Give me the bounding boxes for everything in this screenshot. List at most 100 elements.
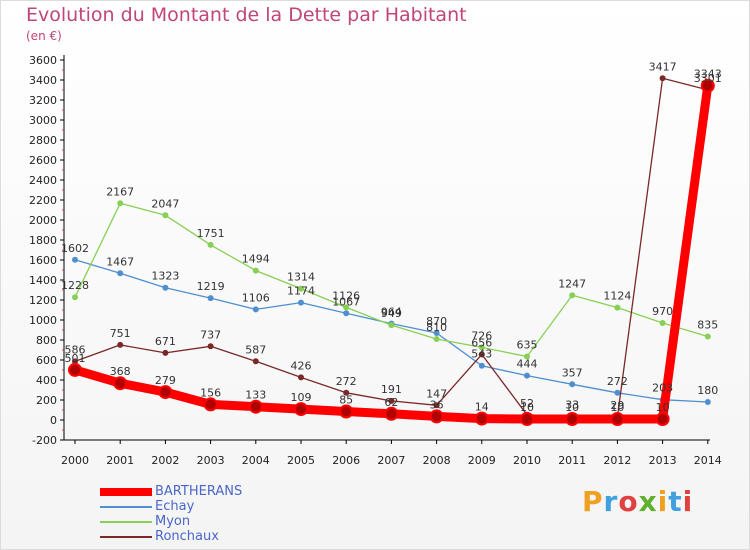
logo-letter: t: [668, 485, 683, 518]
data-label-echay: 1219: [197, 280, 225, 293]
data-point-ronchaux: [659, 75, 666, 82]
data-point-echay: [162, 284, 169, 291]
y-tick-label: -200: [32, 434, 57, 447]
data-label-echay: 1602: [61, 242, 89, 255]
data-point-ronchaux: [207, 343, 214, 350]
data-point-myon: [252, 267, 259, 274]
y-tick-label: 800: [36, 334, 57, 347]
chart-title: Evolution du Montant de la Dette par Hab…: [26, 4, 467, 26]
data-label-bartherans: 10: [610, 401, 624, 414]
legend-swatch-echay: [100, 506, 152, 508]
data-point-ronchaux: [433, 402, 440, 409]
logo-letter: i: [682, 485, 694, 518]
data-label-bartherans: 62: [384, 396, 398, 409]
x-tick-label: 2005: [287, 454, 315, 467]
data-label-ronchaux: 33: [565, 399, 579, 412]
data-label-ronchaux: 191: [381, 383, 402, 396]
data-point-myon: [72, 294, 78, 301]
data-label-echay: 1106: [242, 291, 270, 304]
data-label-myon: 970: [652, 305, 673, 318]
data-point-ronchaux: [343, 389, 350, 396]
data-label-ronchaux: 426: [291, 359, 312, 372]
y-tick-label: 3000: [29, 114, 57, 127]
y-tick-label: 2800: [29, 134, 57, 147]
y-tick-label: 1600: [29, 254, 57, 267]
data-label-ronchaux: 272: [336, 375, 357, 388]
data-label-myon: 1751: [197, 227, 225, 240]
y-tick-label: 2200: [29, 194, 57, 207]
data-label-bartherans: 501: [65, 352, 86, 365]
y-tick-label: 200: [36, 394, 57, 407]
data-label-ronchaux: 29: [610, 399, 624, 412]
y-tick-label: 400: [36, 374, 57, 387]
data-point-bartherans: [384, 406, 399, 421]
data-point-bartherans: [68, 362, 82, 377]
data-label-echay: 203: [652, 382, 673, 395]
data-label-bartherans: 156: [200, 386, 221, 399]
x-tick-label: 2010: [513, 454, 541, 467]
data-point-echay: [207, 295, 214, 302]
data-label-echay: 1467: [106, 255, 134, 268]
data-label-myon: 2047: [151, 197, 179, 210]
data-point-ronchaux: [72, 358, 78, 365]
data-point-ronchaux: [117, 341, 124, 348]
data-label-myon: 1228: [61, 279, 89, 292]
data-point-echay: [298, 299, 304, 306]
data-point-echay: [117, 270, 124, 277]
logo-letter: x: [638, 485, 658, 518]
x-tick-label: 2004: [242, 454, 270, 467]
data-point-myon: [569, 292, 576, 299]
data-point-bartherans: [474, 411, 489, 426]
data-point-ronchaux: [388, 397, 395, 404]
data-point-myon: [704, 333, 711, 340]
data-label-bartherans: 3343: [694, 68, 722, 81]
data-point-bartherans: [339, 404, 354, 419]
legend-swatch-myon: [100, 521, 152, 523]
x-tick-label: 2002: [151, 454, 179, 467]
y-tick-label: 3200: [29, 94, 57, 107]
data-point-myon: [478, 344, 485, 351]
data-point-ronchaux: [478, 351, 485, 358]
data-point-echay: [614, 389, 621, 396]
data-label-bartherans: 10: [565, 401, 579, 414]
data-point-myon: [388, 322, 395, 329]
chart-subtitle: (en €): [26, 29, 62, 43]
data-label-ronchaux: 751: [110, 327, 131, 340]
data-label-ronchaux: 52: [520, 397, 534, 410]
data-label-bartherans: 109: [291, 391, 312, 404]
data-label-ronchaux: 587: [245, 343, 266, 356]
data-label-myon: 810: [426, 321, 447, 334]
y-tick-label: 0: [50, 414, 57, 427]
data-label-ronchaux: 671: [155, 335, 176, 348]
data-label-ronchaux: 3417: [649, 60, 677, 73]
y-tick-label: 600: [36, 354, 57, 367]
data-label-bartherans: 85: [339, 394, 353, 407]
legend-label-echay: Echay: [155, 499, 195, 514]
legend-swatch-bartherans: [100, 488, 152, 496]
data-point-echay: [524, 372, 530, 379]
data-point-myon: [162, 212, 169, 219]
y-tick-label: 3600: [29, 54, 57, 67]
data-point-ronchaux: [252, 358, 259, 365]
data-label-myon: 1124: [603, 290, 631, 303]
data-point-myon: [524, 353, 530, 360]
data-label-echay: 1323: [151, 270, 179, 283]
data-label-ronchaux: 147: [426, 387, 447, 400]
data-point-ronchaux: [298, 374, 304, 381]
data-label-myon: 835: [697, 319, 718, 332]
x-tick-label: 2013: [649, 454, 677, 467]
data-point-ronchaux: [162, 349, 169, 356]
y-tick-label: 2000: [29, 214, 57, 227]
logo-letter: i: [657, 485, 669, 518]
data-point-echay: [72, 256, 78, 263]
y-tick-label: 1800: [29, 234, 57, 247]
data-point-bartherans: [610, 412, 625, 426]
data-label-ronchaux: 586: [65, 343, 86, 356]
data-point-bartherans: [429, 409, 444, 424]
data-point-bartherans: [248, 399, 263, 414]
data-label-echay: 543: [471, 348, 492, 361]
data-label-myon: 949: [381, 307, 402, 320]
x-tick-label: 2008: [423, 454, 451, 467]
x-tick-label: 2003: [197, 454, 225, 467]
